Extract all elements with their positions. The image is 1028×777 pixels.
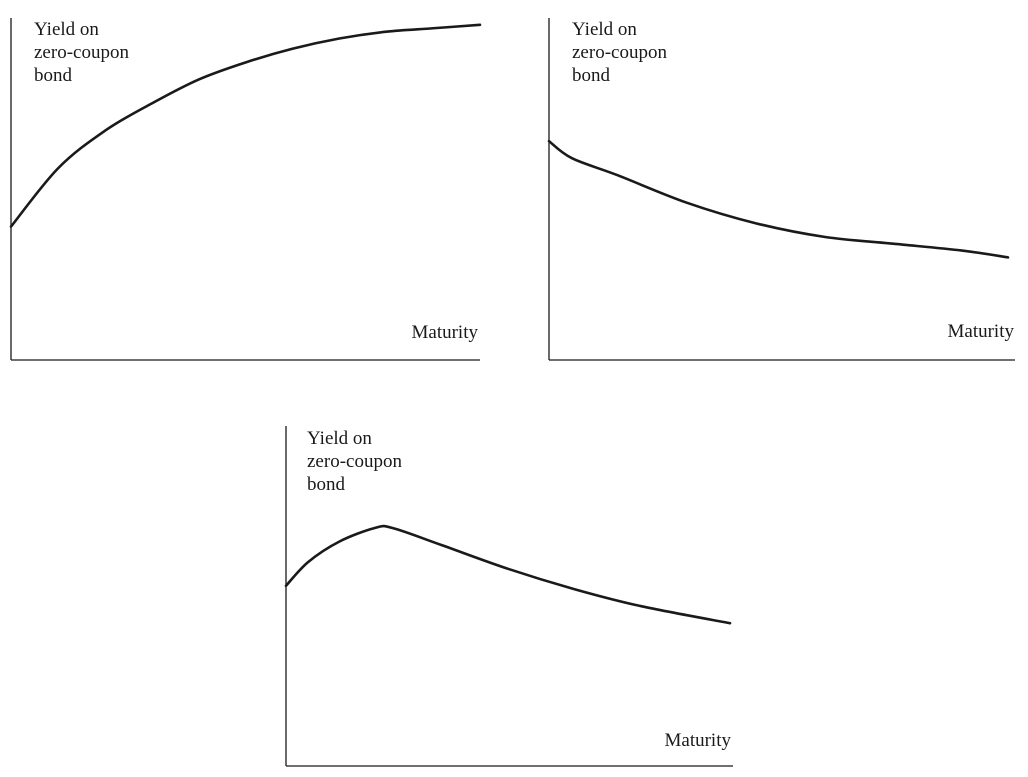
panel-downward-ylabel-line-1: Yield on xyxy=(572,19,637,40)
panel-downward-xlabel: Maturity xyxy=(948,321,1015,342)
panel-downward-ylabel-line-3: bond xyxy=(572,65,611,86)
panel-upward-ylabel: Yield on zero-coupon bond xyxy=(34,19,134,86)
panel-upward-xlabel: Maturity xyxy=(412,322,479,343)
panel-downward-curve xyxy=(547,139,1010,259)
panel-humped-ylabel-line-3: bond xyxy=(307,474,346,495)
panel-downward-ylabel: Yield on zero-coupon bond xyxy=(572,19,672,86)
panel-humped-ylabel: Yield on zero-coupon bond xyxy=(307,428,407,495)
panel-humped-xlabel: Maturity xyxy=(665,730,732,751)
panel-upward-curve xyxy=(9,23,482,228)
panel-upward-ylabel-line-1: Yield on xyxy=(34,19,99,40)
panel-upward: Yield on zero-coupon bond Maturity xyxy=(9,18,482,361)
panel-downward-ylabel-line-2: zero-coupon xyxy=(572,42,667,63)
panel-upward-ylabel-line-2: zero-coupon xyxy=(34,42,129,63)
panel-humped-ylabel-line-1: Yield on xyxy=(307,428,372,449)
panel-humped-ylabel-line-2: zero-coupon xyxy=(307,451,402,472)
panel-humped: Yield on zero-coupon bond Maturity xyxy=(284,426,733,767)
panel-upward-ylabel-line-3: bond xyxy=(34,65,73,86)
panel-downward: Yield on zero-coupon bond Maturity xyxy=(547,18,1015,361)
panel-humped-curve xyxy=(284,524,732,625)
